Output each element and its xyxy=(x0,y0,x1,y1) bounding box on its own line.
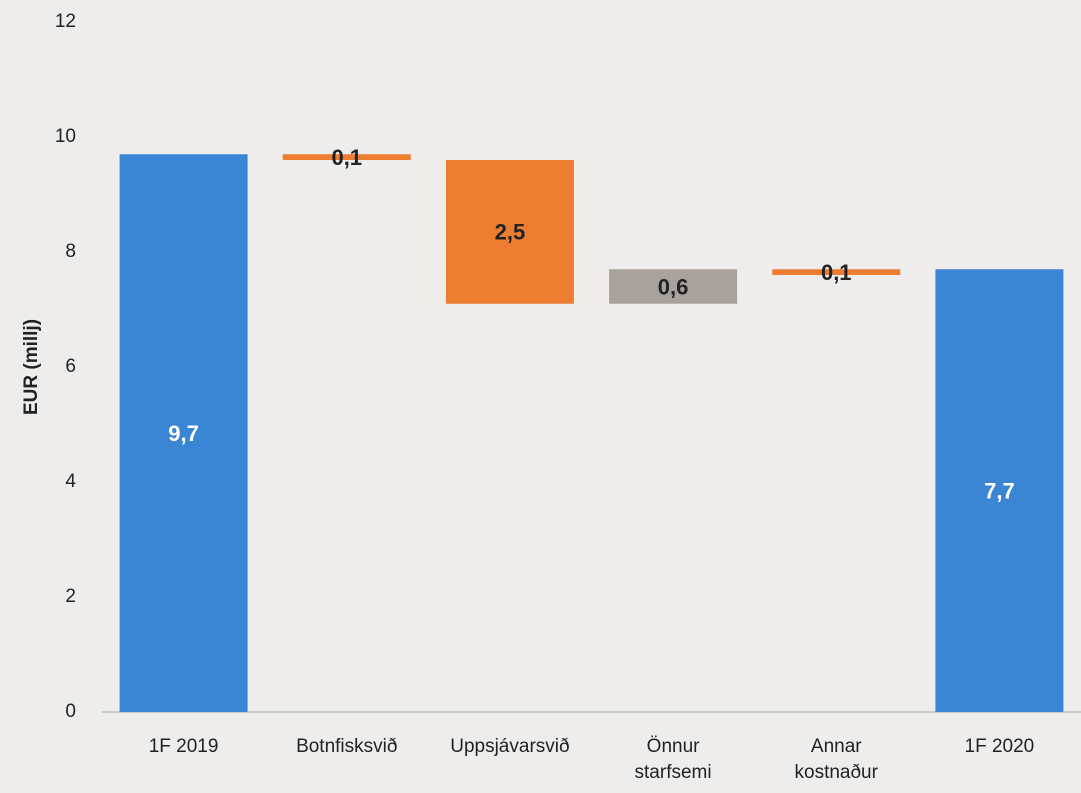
y-axis-label: EUR (millj) xyxy=(21,319,42,415)
value-label: 7,7 xyxy=(984,478,1015,503)
value-label: 2,5 xyxy=(495,220,526,245)
x-tick-label: 1F 2019 xyxy=(148,736,219,757)
value-label: 0,6 xyxy=(658,274,689,299)
y-tick-label: 10 xyxy=(55,126,76,147)
bar xyxy=(609,269,738,304)
y-tick-label: 8 xyxy=(65,241,76,262)
y-tick-label: 6 xyxy=(65,356,76,377)
x-tick-label: Botnfisksvið xyxy=(296,736,398,757)
bar xyxy=(282,154,411,160)
x-tick-label: Uppsjávarsvið xyxy=(450,736,570,757)
bar xyxy=(772,269,901,275)
value-label: 0,1 xyxy=(331,145,362,170)
bar xyxy=(935,269,1064,712)
x-tick-label: Annar kostnaður xyxy=(794,736,878,783)
bar xyxy=(119,154,248,712)
value-label: 9,7 xyxy=(168,421,199,446)
x-tick-label: Önnur starfsemi xyxy=(634,736,712,783)
y-tick-label: 2 xyxy=(65,586,76,607)
y-tick-label: 0 xyxy=(65,701,76,722)
y-tick-label: 12 xyxy=(55,11,76,32)
x-tick-label: 1F 2020 xyxy=(964,736,1035,757)
value-label: 0,1 xyxy=(821,260,852,285)
bar xyxy=(445,160,574,304)
y-tick-label: 4 xyxy=(65,471,76,492)
